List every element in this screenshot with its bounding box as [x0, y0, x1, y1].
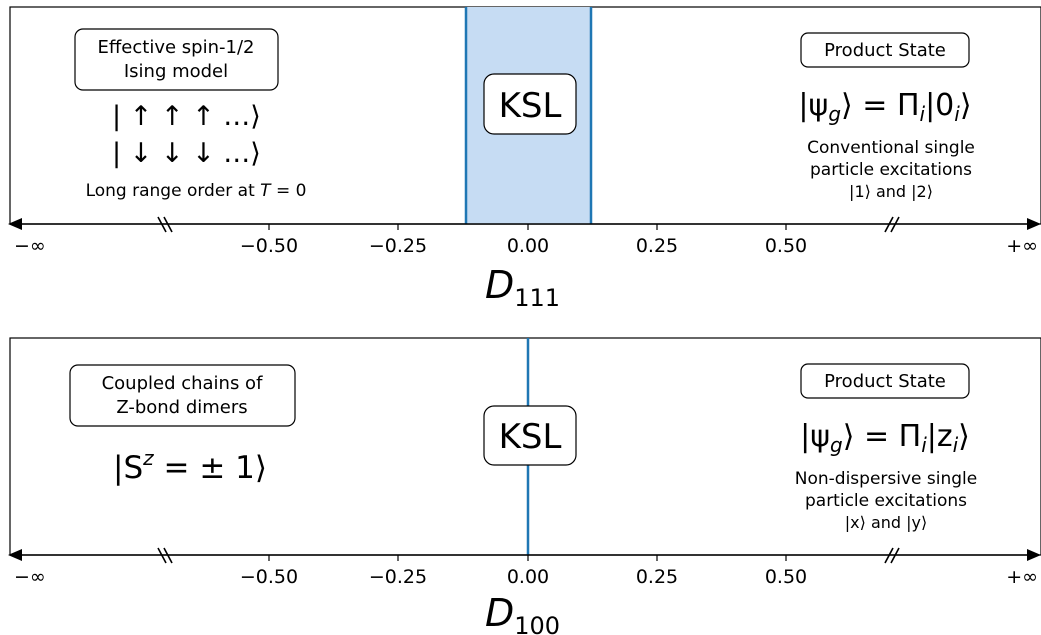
panel-d111: −∞ −0.50 −0.25 0.00 0.25 0.50 +∞ D111 Ef…	[8, 6, 1041, 312]
arrow-left-icon	[8, 549, 22, 561]
excitation-desc-line-3: |x⟩ and |y⟩	[845, 513, 927, 532]
tick-label: −0.25	[369, 235, 427, 257]
ksl-label-box	[483, 405, 577, 466]
excitation-desc-line-1: Non-dispersive single	[795, 469, 977, 489]
tick-label: 0.00	[507, 566, 549, 588]
ising-state-down: | ↓ ↓ ↓ …⟩	[112, 138, 261, 169]
ksl-label: KSL	[499, 417, 562, 457]
ksl-label-box	[483, 73, 577, 135]
tick-label: −0.25	[369, 566, 427, 588]
tick-label: 0.25	[636, 235, 678, 257]
excitation-desc-line-2: particle excitations	[805, 491, 967, 511]
tick-label: 0.50	[765, 566, 807, 588]
ising-state-up: | ↑ ↑ ↑ …⟩	[112, 101, 261, 132]
axis-break-left-icon	[157, 547, 173, 564]
tick-label-pos-inf: +∞	[1006, 235, 1038, 257]
panel-d100: −∞ −0.50 −0.25 0.00 0.25 0.50 +∞ D100 Co…	[8, 337, 1041, 635]
tick-label: −0.50	[240, 235, 298, 257]
right-label-box	[800, 363, 970, 399]
excitation-desc-line-1: Conventional single	[807, 138, 975, 158]
tick-label: 0.00	[507, 235, 549, 257]
long-range-order-note: Long range order at T = 0	[86, 181, 307, 201]
arrow-right-icon	[1027, 218, 1041, 230]
excitation-desc-line-3: |1⟩ and |2⟩	[849, 182, 933, 201]
tick-label-pos-inf: +∞	[1006, 566, 1038, 588]
axis-ticks	[268, 555, 787, 561]
ground-state-equation: |ψg⟩ = Πi|0i⟩	[798, 88, 971, 126]
right-label: Product State	[824, 371, 946, 392]
tick-label: 0.25	[636, 566, 678, 588]
axis-ticks	[268, 224, 787, 230]
left-label-line-1: Coupled chains of	[102, 373, 263, 394]
dimer-state: |Sz = ± 1⟩	[113, 446, 267, 486]
axis-title: D100	[485, 591, 560, 635]
ksl-label: KSL	[499, 86, 562, 126]
left-label-line-2: Z-bond dimers	[116, 397, 247, 418]
tick-label-neg-inf: −∞	[14, 566, 46, 588]
right-label-box	[800, 32, 970, 68]
left-label-box	[69, 364, 296, 427]
left-label-box	[74, 28, 279, 91]
left-label-line-1: Effective spin-1/2	[98, 37, 255, 58]
tick-label: 0.50	[765, 235, 807, 257]
ground-state-equation: |ψg⟩ = Πi|zi⟩	[800, 419, 970, 457]
excitation-desc-line-2: particle excitations	[810, 160, 972, 180]
left-label-line-2: Ising model	[124, 61, 228, 82]
tick-label-neg-inf: −∞	[14, 235, 46, 257]
axis-break-left-icon	[157, 216, 173, 233]
right-label: Product State	[824, 40, 946, 61]
axis-title: D111	[485, 263, 560, 312]
arrow-left-icon	[8, 218, 22, 230]
axis-break-right-icon	[884, 216, 900, 233]
tick-label: −0.50	[240, 566, 298, 588]
axis-break-right-icon	[884, 547, 900, 564]
arrow-right-icon	[1027, 549, 1041, 561]
